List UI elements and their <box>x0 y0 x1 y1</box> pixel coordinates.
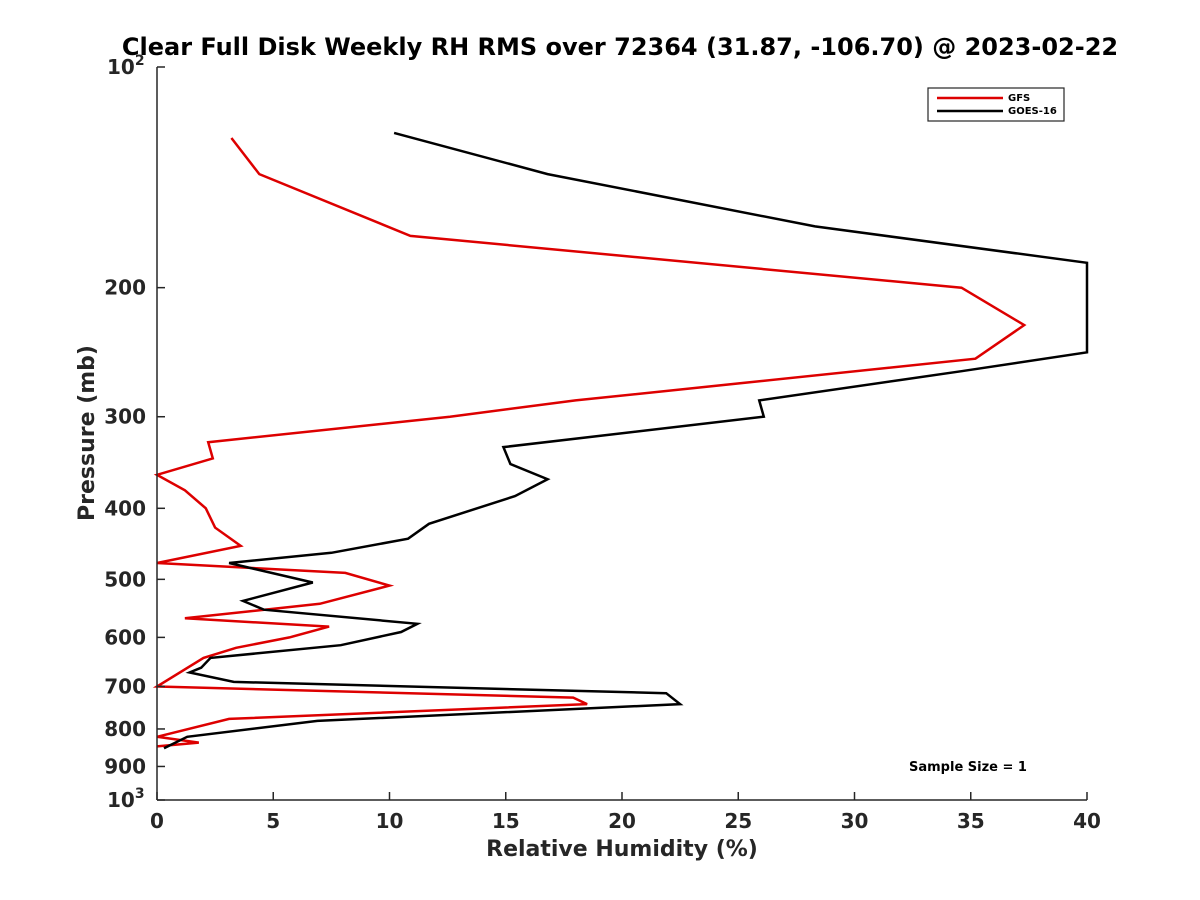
sample-size-annotation: Sample Size = 1 <box>909 760 1027 775</box>
y-tick-label: 500 <box>104 567 146 591</box>
y-tick-exponent: 2 <box>135 53 145 69</box>
y-tick-label: 800 <box>104 717 146 741</box>
legend: GFS GOES-16 <box>927 87 1065 122</box>
y-tick-label: 102 <box>107 53 145 79</box>
series-layer <box>152 131 1089 750</box>
y-tick-label: 700 <box>104 674 146 698</box>
x-tick-label: 40 <box>1073 809 1101 833</box>
plot-area: 0 5 10 15 20 25 30 35 40 10220030040050060070080… <box>104 53 1101 833</box>
x-tick-label: 15 <box>492 809 520 833</box>
x-tick-label: 5 <box>266 809 280 833</box>
y-tick-label: 300 <box>104 405 146 429</box>
series-line-gfs <box>152 137 1027 748</box>
y-tick-label: 400 <box>104 496 146 520</box>
x-tick-label: 35 <box>957 809 985 833</box>
y-tick-label: 600 <box>104 625 146 649</box>
y-tick-base: 10 <box>107 55 135 79</box>
x-tick-label: 10 <box>376 809 404 833</box>
x-tick-label: 20 <box>608 809 636 833</box>
x-ticks: 0 5 10 15 20 25 30 35 40 <box>150 792 1101 833</box>
y-tick-label: 900 <box>104 754 146 778</box>
y-tick-label: 103 <box>107 786 145 812</box>
chart-title: Clear Full Disk Weekly RH RMS over 72364… <box>122 33 1118 61</box>
legend-box <box>927 87 1065 122</box>
x-tick-label: 30 <box>841 809 869 833</box>
x-tick-label: 25 <box>724 809 752 833</box>
y-tick-label: 200 <box>104 276 146 300</box>
x-tick-label: 0 <box>150 809 164 833</box>
x-axis-label: Relative Humidity (%) <box>486 837 758 862</box>
series-line-goes16 <box>163 131 1089 750</box>
y-tick-exponent: 3 <box>135 786 145 802</box>
y-axis-label: Pressure (mb) <box>75 345 100 521</box>
legend-label-gfs: GFS <box>1008 93 1030 104</box>
y-tick-base: 10 <box>107 788 135 812</box>
legend-label-goes16: GOES-16 <box>1008 106 1057 117</box>
